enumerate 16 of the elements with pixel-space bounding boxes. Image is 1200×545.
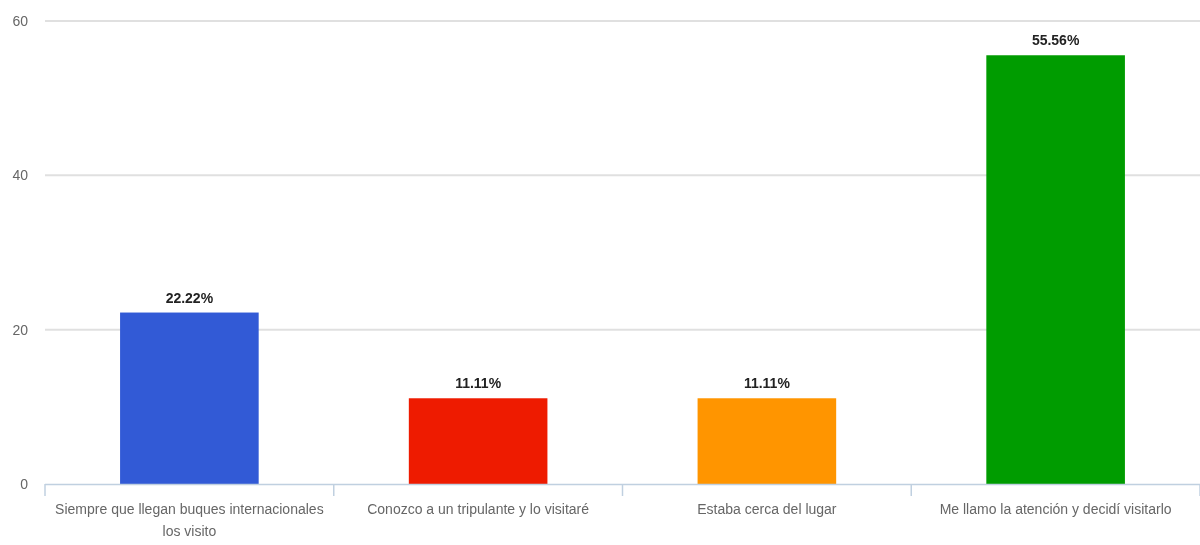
data-label: 11.11% xyxy=(455,375,502,392)
bar xyxy=(408,398,548,484)
y-tick-label: 0 xyxy=(20,475,29,492)
y-tick-label: 40 xyxy=(12,167,29,184)
data-label: 55.56% xyxy=(1031,32,1080,49)
x-tick-label: Conozco a un tripulante y lo visitaré xyxy=(367,501,590,517)
x-tick-label: Me llamo la atención y decidí visitarlo xyxy=(939,501,1172,517)
bar xyxy=(120,312,259,484)
data-label: 22.22% xyxy=(165,289,214,306)
y-tick-label: 60 xyxy=(12,12,29,29)
bar xyxy=(697,398,837,484)
x-tick-label: Siempre que llegan buques internacionales los visito xyxy=(55,501,324,539)
data-label: 11.11% xyxy=(743,375,791,392)
bar xyxy=(986,55,1125,484)
y-tick-label: 20 xyxy=(12,321,29,338)
x-tick-label: Estaba cerca del lugar xyxy=(697,501,837,517)
